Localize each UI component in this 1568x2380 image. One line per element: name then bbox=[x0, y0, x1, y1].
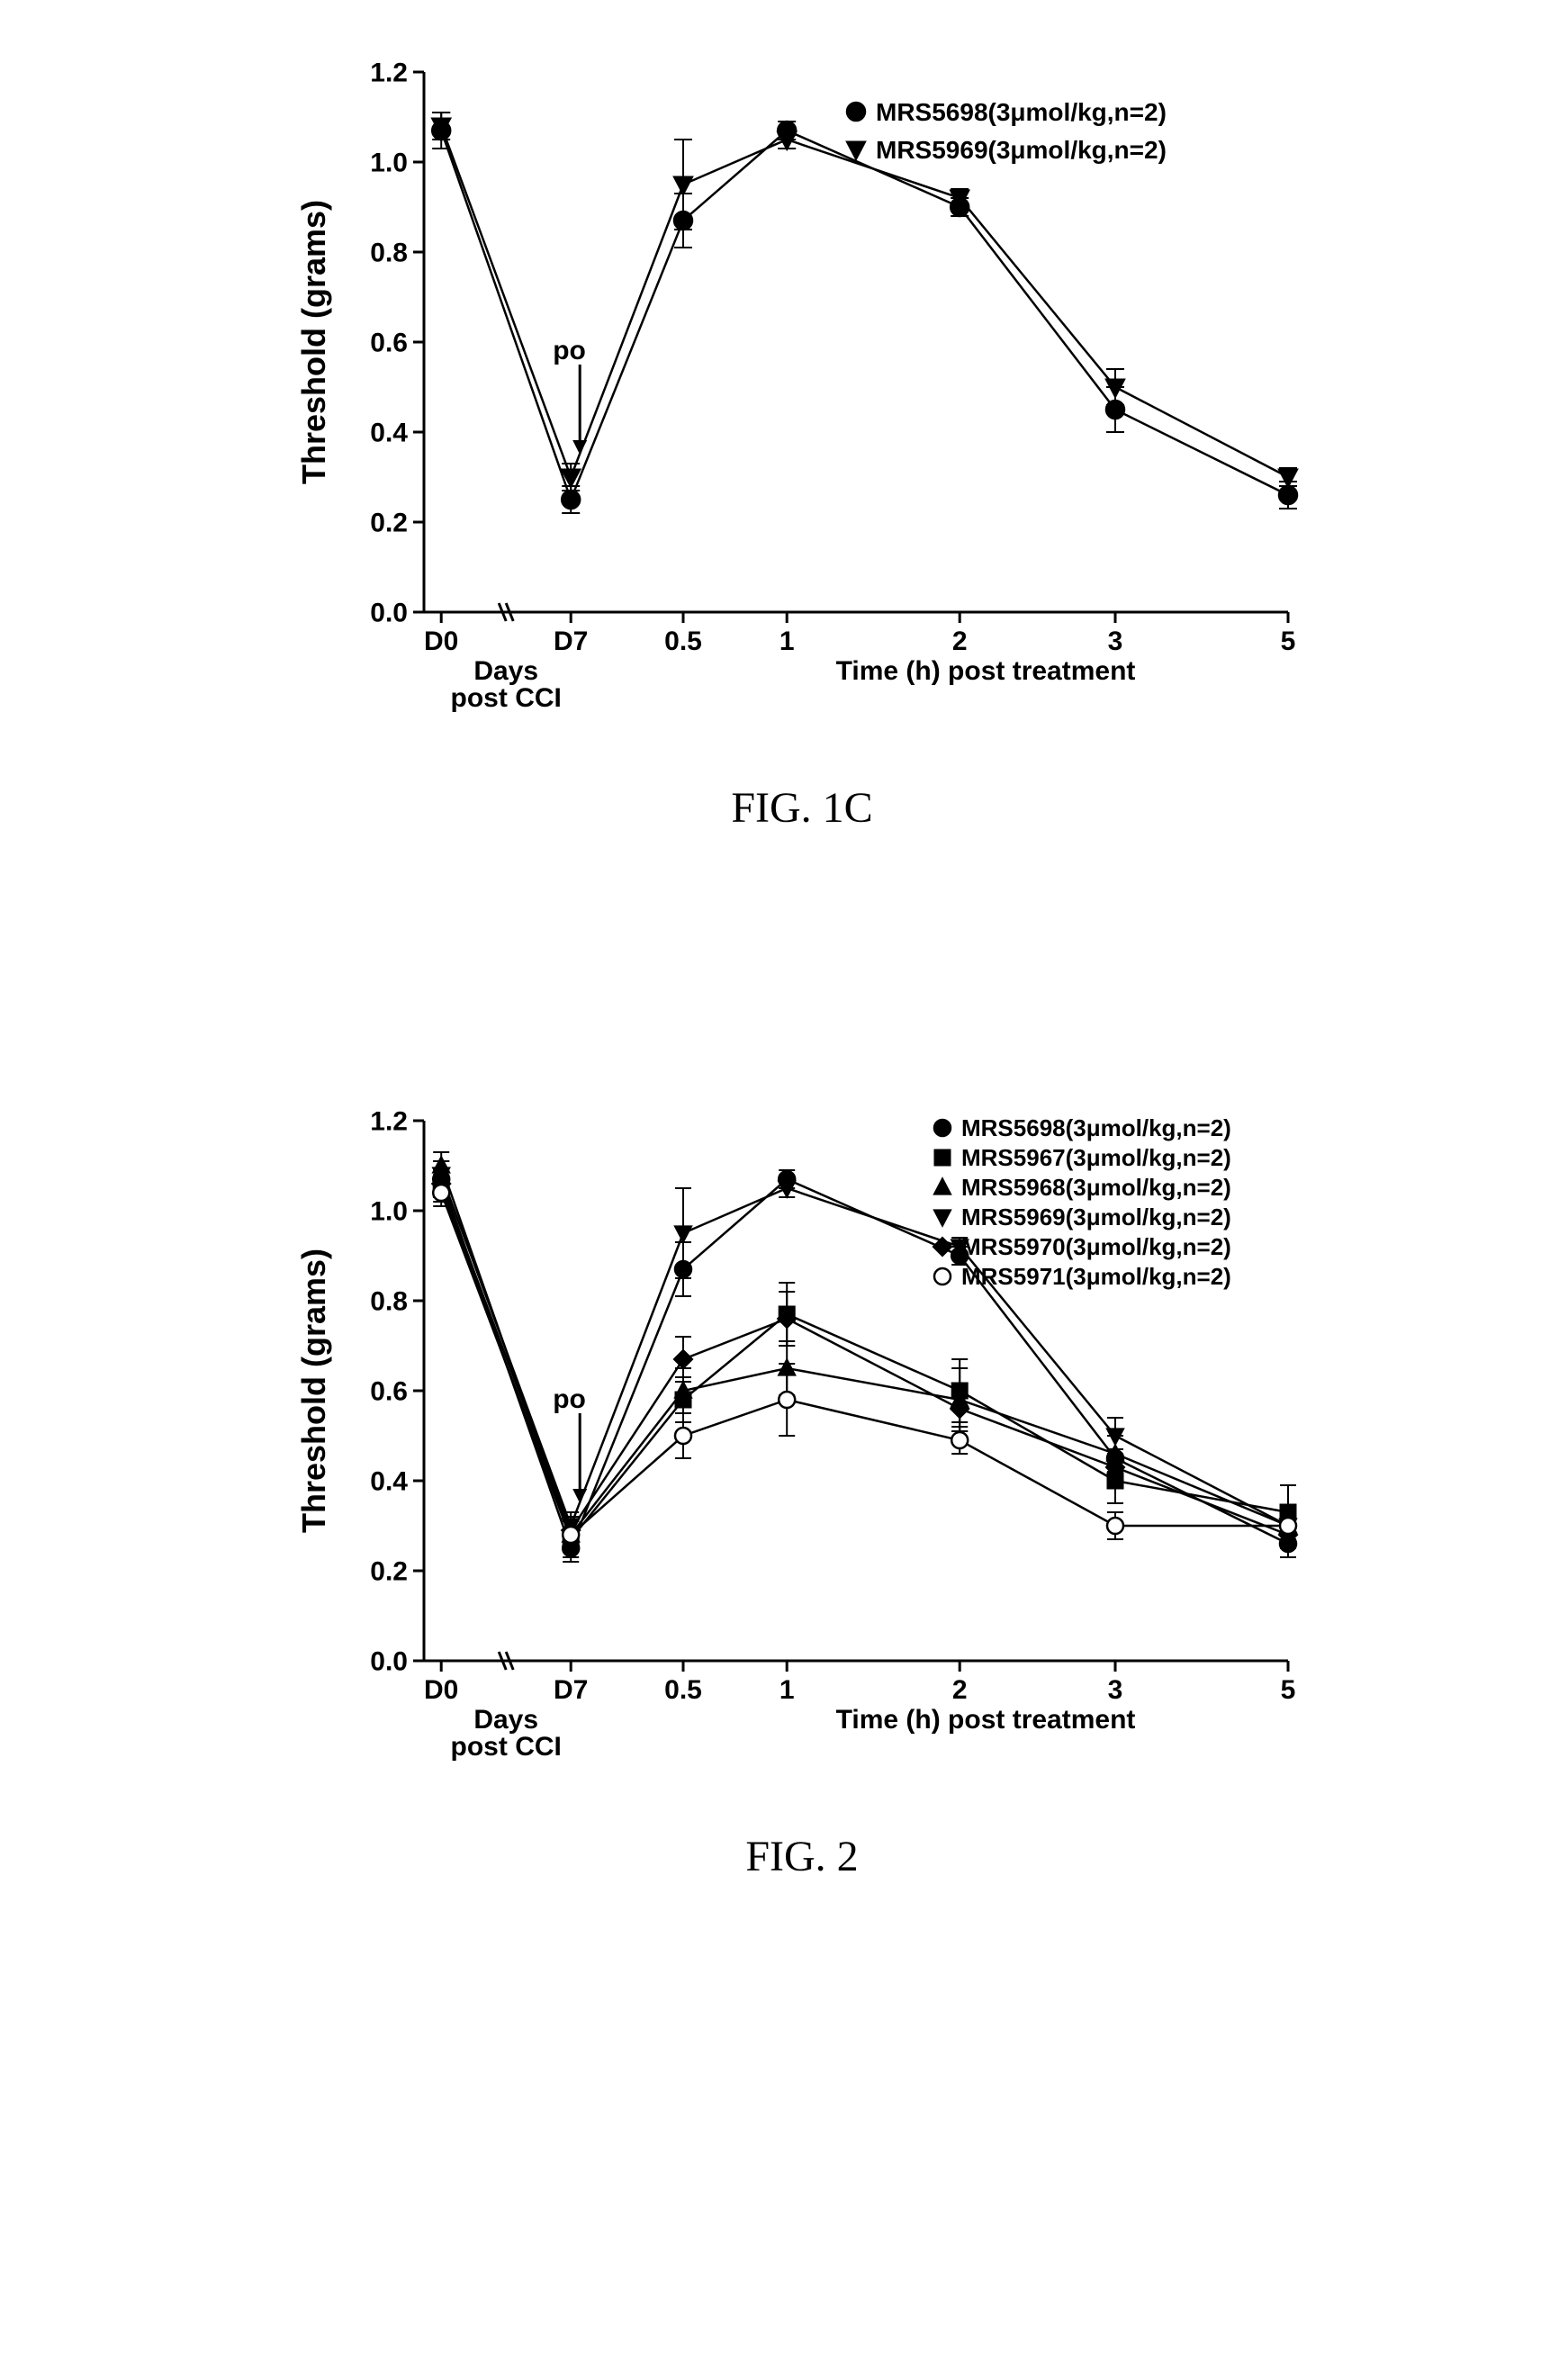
svg-text:Days: Days bbox=[473, 1705, 538, 1735]
chart-fig1c: 0.0 0.2 0.4 0.6 0.8 1.0 1.2 Threshold (grams) D0… bbox=[262, 36, 1342, 756]
svg-text:post CCI: post CCI bbox=[451, 683, 562, 713]
svg-text:1.0: 1.0 bbox=[370, 1197, 408, 1227]
svg-text:MRS5971(3μmol/kg,n=2): MRS5971(3μmol/kg,n=2) bbox=[961, 1263, 1231, 1290]
svg-text:D0: D0 bbox=[424, 627, 458, 656]
svg-text:2: 2 bbox=[952, 1675, 968, 1705]
svg-text:D7: D7 bbox=[554, 1675, 588, 1705]
svg-text:0.6: 0.6 bbox=[370, 329, 408, 358]
svg-text:D7: D7 bbox=[554, 627, 588, 656]
svg-text:post CCI: post CCI bbox=[451, 1732, 562, 1762]
svg-text:0.5: 0.5 bbox=[664, 1675, 702, 1705]
svg-text:Time (h) post treatment: Time (h) post treatment bbox=[836, 656, 1136, 686]
svg-text:0.6: 0.6 bbox=[370, 1377, 408, 1407]
svg-text:0.8: 0.8 bbox=[370, 239, 408, 268]
svg-text:po: po bbox=[553, 336, 586, 365]
svg-text:0.5: 0.5 bbox=[664, 627, 702, 656]
svg-text:MRS5698(3μmol/kg,n=2): MRS5698(3μmol/kg,n=2) bbox=[876, 98, 1167, 126]
svg-text:0.2: 0.2 bbox=[370, 1557, 408, 1587]
svg-text:Threshold (grams): Threshold (grams) bbox=[295, 1249, 332, 1533]
svg-text:0.4: 0.4 bbox=[370, 419, 408, 448]
svg-text:MRS5970(3μmol/kg,n=2): MRS5970(3μmol/kg,n=2) bbox=[961, 1233, 1231, 1260]
svg-text:Threshold (grams): Threshold (grams) bbox=[295, 200, 332, 484]
svg-text:0.0: 0.0 bbox=[370, 1647, 408, 1677]
svg-text:0.0: 0.0 bbox=[370, 599, 408, 628]
svg-text:Time (h) post treatment: Time (h) post treatment bbox=[836, 1705, 1136, 1735]
svg-text:Days: Days bbox=[473, 656, 538, 686]
svg-text:MRS5967(3μmol/kg,n=2): MRS5967(3μmol/kg,n=2) bbox=[961, 1144, 1231, 1171]
svg-text:1.0: 1.0 bbox=[370, 149, 408, 178]
svg-text:1: 1 bbox=[779, 627, 795, 656]
svg-text:po: po bbox=[553, 1384, 586, 1414]
caption-fig1c: FIG. 1C bbox=[731, 783, 872, 833]
chart-fig2: 0.0 0.2 0.4 0.6 0.8 1.0 1.2 Threshold (grams) D0… bbox=[262, 1085, 1342, 1805]
svg-text:3: 3 bbox=[1108, 627, 1123, 656]
svg-text:0.4: 0.4 bbox=[370, 1467, 408, 1497]
svg-text:MRS5969(3μmol/kg,n=2): MRS5969(3μmol/kg,n=2) bbox=[876, 136, 1167, 164]
svg-text:1.2: 1.2 bbox=[370, 59, 408, 88]
svg-text:MRS5698(3μmol/kg,n=2): MRS5698(3μmol/kg,n=2) bbox=[961, 1114, 1231, 1141]
svg-text:5: 5 bbox=[1281, 627, 1296, 656]
svg-text:D0: D0 bbox=[424, 1675, 458, 1705]
svg-text:0.8: 0.8 bbox=[370, 1287, 408, 1317]
svg-text:0.2: 0.2 bbox=[370, 509, 408, 538]
caption-fig2: FIG. 2 bbox=[745, 1832, 858, 1881]
svg-text:1.2: 1.2 bbox=[370, 1107, 408, 1137]
svg-text:MRS5969(3μmol/kg,n=2): MRS5969(3μmol/kg,n=2) bbox=[961, 1204, 1231, 1231]
svg-text:2: 2 bbox=[952, 627, 968, 656]
svg-text:5: 5 bbox=[1281, 1675, 1296, 1705]
svg-text:1: 1 bbox=[779, 1675, 795, 1705]
svg-text:3: 3 bbox=[1108, 1675, 1123, 1705]
svg-text:MRS5968(3μmol/kg,n=2): MRS5968(3μmol/kg,n=2) bbox=[961, 1174, 1231, 1201]
